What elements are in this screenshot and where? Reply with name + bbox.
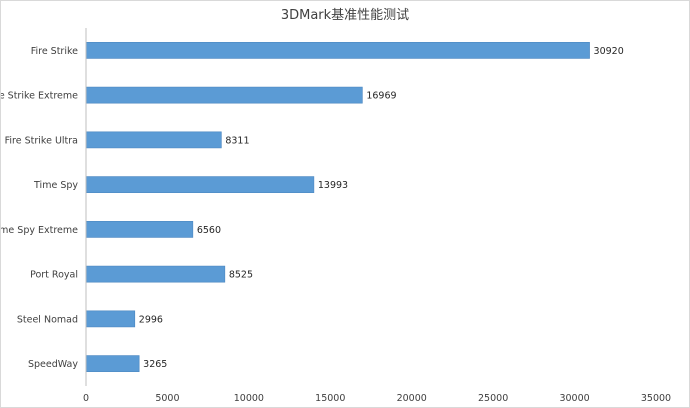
x-tick-label: 35000 (641, 393, 671, 404)
category-label: Port Royal (30, 270, 78, 281)
data-label: 8311 (225, 135, 249, 146)
x-tick-label: 30000 (559, 393, 589, 404)
data-label: 3265 (143, 359, 167, 370)
data-label: 6560 (197, 225, 221, 236)
bar-fire-strike-ultra (85, 131, 222, 149)
data-label: 8525 (229, 270, 253, 281)
x-tick-label: 0 (83, 393, 89, 404)
x-tick-label: 20000 (397, 393, 427, 404)
x-tick-label: 10000 (234, 393, 264, 404)
bar-time-spy (85, 176, 315, 193)
x-tick-label: 15000 (315, 393, 345, 404)
category-label: Time Spy Extreme (1, 225, 78, 236)
bars-group: 30920 16969 8311 13993 6560 8525 2996 3265 (85, 42, 624, 372)
data-label: 16969 (366, 91, 396, 102)
category-label: Steel Nomad (17, 314, 78, 325)
category-label: Fire Strike Extreme (1, 91, 78, 102)
chart-title: 3DMark基准性能测试 (281, 8, 409, 23)
data-label: 30920 (594, 46, 624, 57)
category-label: Fire Strike Ultra (5, 135, 78, 146)
bar-speedway (85, 355, 140, 372)
x-tick-label: 25000 (478, 393, 508, 404)
category-label: Time Spy (33, 180, 78, 191)
axes-group: Fire Strike Fire Strike Extreme Fire Strik… (1, 28, 671, 404)
bar-time-spy-extreme (85, 221, 194, 238)
bar-port-royal (85, 265, 226, 283)
data-label: 13993 (318, 180, 348, 191)
x-tick-label: 5000 (155, 393, 179, 404)
category-label: SpeedWay (28, 359, 78, 370)
data-label: 2996 (139, 314, 163, 325)
category-label: Fire Strike (31, 46, 78, 57)
bar-fire-strike (85, 42, 590, 59)
bar-fire-strike-extreme (85, 86, 363, 104)
bar-steel-nomad (85, 310, 136, 328)
